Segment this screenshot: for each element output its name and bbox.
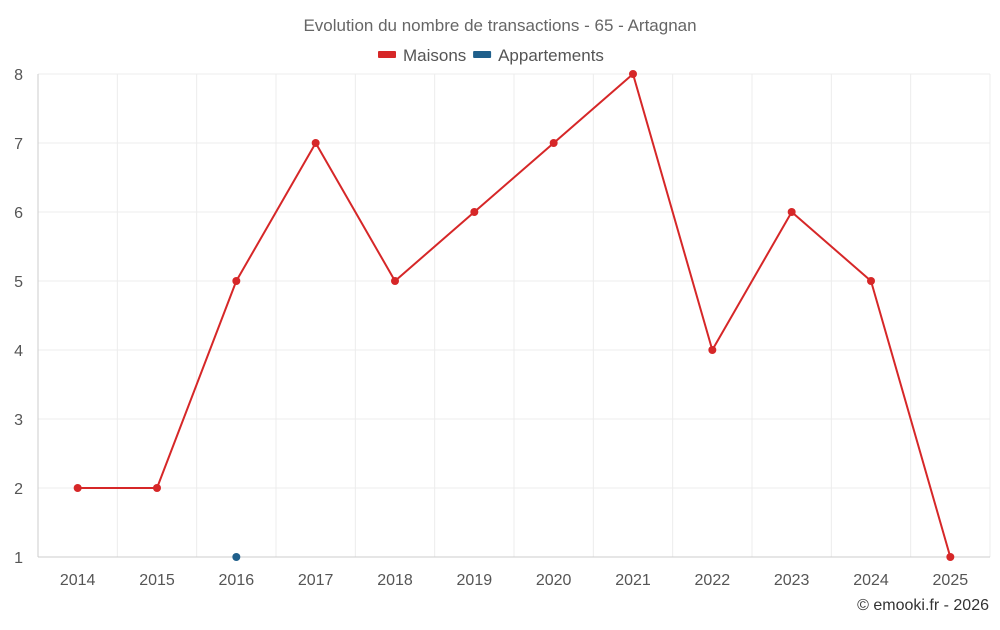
data-point-maisons	[311, 139, 320, 147]
data-point-maisons	[470, 208, 479, 216]
series-layer	[73, 70, 955, 561]
data-point-maisons	[946, 553, 955, 561]
x-tick-label: 2023	[774, 572, 810, 589]
legend-label-maisons: Maisons	[403, 46, 466, 65]
chart-title: Evolution du nombre de transactions - 65…	[303, 16, 696, 35]
data-point-appartements	[232, 553, 241, 561]
y-tick-label: 3	[14, 412, 23, 429]
y-tick-label: 8	[14, 67, 23, 84]
data-point-maisons	[153, 484, 161, 492]
x-tick-label: 2015	[139, 572, 175, 589]
series-line-maisons	[77, 73, 952, 558]
y-tick-label: 2	[14, 481, 23, 498]
y-tick-label: 7	[14, 136, 23, 153]
y-tick-label: 4	[14, 343, 23, 360]
data-point-maisons	[232, 277, 241, 285]
data-point-maisons	[629, 70, 637, 78]
data-point-maisons	[73, 484, 82, 492]
data-point-maisons	[708, 346, 717, 354]
x-tick-label: 2024	[853, 572, 889, 589]
y-axis: 1 2 3 4 5 6 7 8	[14, 67, 23, 567]
legend: Maisons Appartements	[378, 46, 604, 65]
data-point-maisons	[391, 277, 399, 285]
x-tick-label: 2016	[219, 572, 255, 589]
data-point-maisons	[867, 277, 875, 285]
x-tick-label: 2022	[695, 572, 731, 589]
x-tick-label: 2020	[536, 572, 572, 589]
x-tick-label: 2014	[60, 572, 96, 589]
y-tick-label: 1	[14, 550, 23, 567]
y-tick-label: 6	[14, 205, 23, 222]
x-axis: 2014 2015 2016 2017 2018 2019 2020 2021 2022 2023…	[60, 572, 968, 589]
x-tick-label: 2025	[933, 572, 969, 589]
y-tick-label: 5	[14, 274, 23, 291]
credit-text: © emooki.fr - 2026	[857, 597, 989, 614]
x-tick-label: 2018	[377, 572, 413, 589]
grid	[37, 73, 991, 558]
legend-swatch-maisons	[378, 51, 396, 58]
x-tick-label: 2017	[298, 572, 334, 589]
x-tick-label: 2021	[615, 572, 651, 589]
x-tick-label: 2019	[457, 572, 493, 589]
data-point-maisons	[549, 139, 558, 147]
legend-swatch-appartements	[473, 51, 492, 58]
data-point-maisons	[787, 208, 796, 216]
legend-label-appartements: Appartements	[498, 46, 604, 65]
